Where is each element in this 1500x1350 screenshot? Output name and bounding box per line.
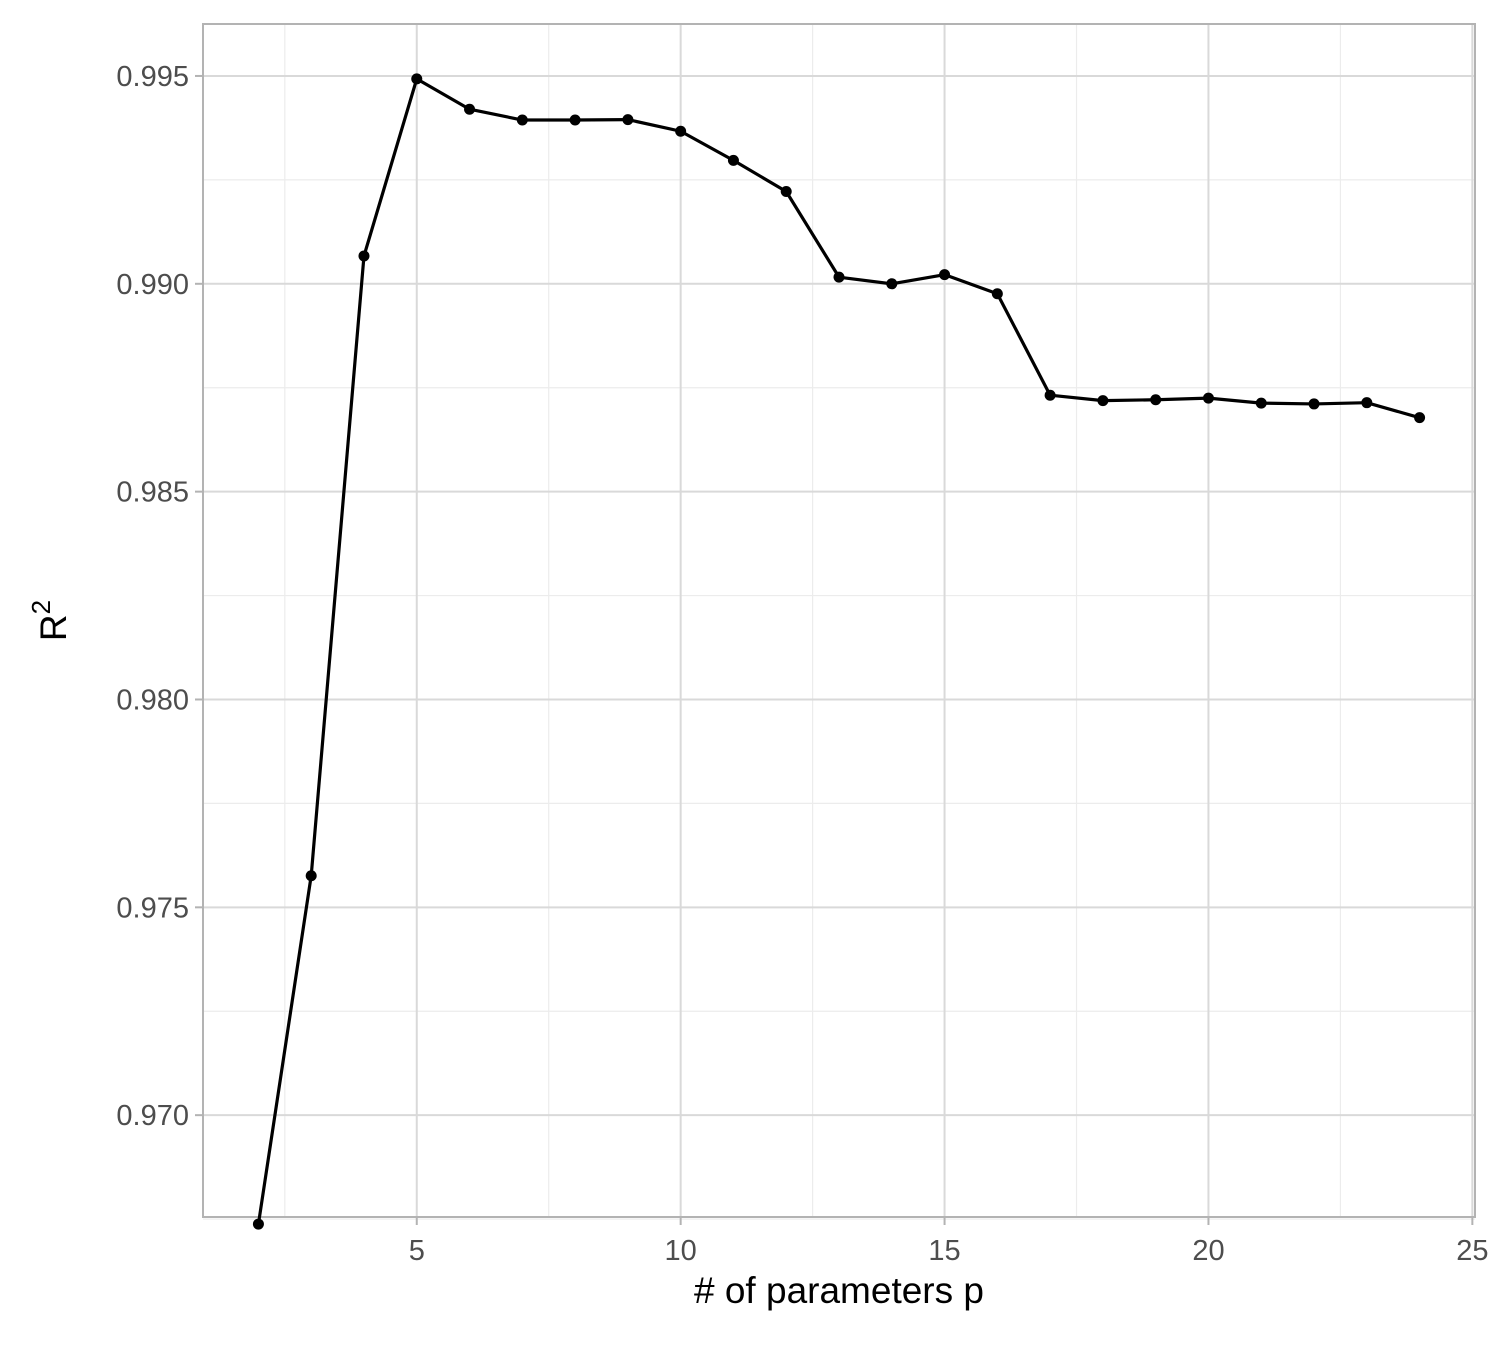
data-point: [411, 73, 423, 85]
data-point: [1414, 412, 1426, 424]
y-axis-title: R2: [26, 600, 74, 641]
data-point: [675, 125, 687, 137]
y-tick-label: 0.975: [116, 892, 189, 924]
data-point: [727, 154, 739, 166]
x-axis-title: # of parameters p: [694, 1270, 984, 1311]
minor-gridlines: [203, 24, 1475, 1220]
series-line: [256, 77, 1421, 1225]
data-point: [1255, 397, 1267, 409]
data-point: [252, 1218, 264, 1230]
data-point: [939, 269, 951, 281]
y-axis-title-superscript: 2: [26, 600, 56, 614]
major-gridlines: [203, 24, 1475, 1217]
x-tick-label: 15: [928, 1235, 960, 1267]
y-axis-title-main: R: [33, 614, 74, 641]
y-tick-labels: 0.970 0.975 0.980 0.985 0.990 0.995: [116, 61, 189, 1132]
y-tick-label: 0.980: [116, 684, 189, 716]
y-tick-label: 0.995: [116, 61, 189, 93]
data-point: [886, 278, 898, 290]
y-tick-label: 0.990: [116, 269, 189, 301]
data-point: [780, 186, 792, 198]
data-point: [991, 288, 1003, 300]
data-point: [1308, 398, 1320, 410]
x-tick-label: 10: [665, 1235, 697, 1267]
data-point: [1202, 392, 1214, 404]
data-point: [1097, 395, 1109, 407]
data-point: [833, 271, 845, 283]
y-tick-label: 0.985: [116, 477, 189, 509]
data-point: [305, 870, 317, 882]
data-point: [1044, 389, 1056, 401]
y-tick-label: 0.970: [116, 1100, 189, 1132]
data-point: [569, 114, 581, 126]
data-point: [622, 114, 634, 126]
data-point: [516, 114, 528, 126]
data-point: [358, 250, 370, 262]
data-point: [1361, 397, 1373, 409]
x-tick-label: 5: [409, 1235, 425, 1267]
x-tick-labels: 5 10 15 20 25: [409, 1235, 1489, 1267]
plot-panel-border: [202, 23, 1476, 1218]
x-tick-label: 20: [1192, 1235, 1224, 1267]
axis-ticks: [195, 74, 1474, 1225]
x-tick-label: 25: [1456, 1235, 1488, 1267]
data-point: [464, 103, 476, 115]
data-points: [252, 73, 1426, 1230]
data-point: [1150, 394, 1162, 406]
